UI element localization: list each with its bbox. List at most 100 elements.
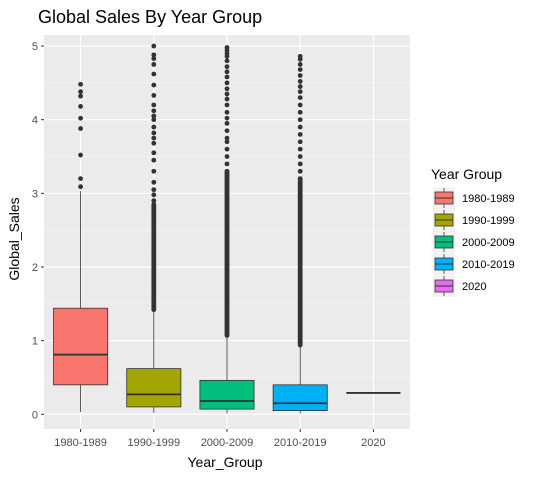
outlier-point — [151, 92, 157, 98]
outlier-point — [151, 187, 157, 193]
outlier-point — [224, 45, 230, 50]
outlier-point — [297, 154, 303, 159]
outlier-point — [224, 109, 230, 115]
legend-item-2020: 2020 — [433, 275, 486, 297]
y-tick-label: 1 — [32, 336, 38, 348]
outlier-point — [151, 179, 157, 185]
outlier-point — [78, 152, 83, 158]
outlier-point — [297, 132, 303, 137]
box-2000-2009 — [199, 45, 255, 414]
y-axis: 0 1 2 3 4 5 — [32, 41, 44, 421]
y-tick-label: 0 — [32, 409, 38, 421]
y-tick-label: 2 — [32, 262, 38, 274]
legend-label: 2010-2019 — [462, 259, 515, 271]
outlier-point — [78, 93, 83, 99]
x-tick-label: 2010-2019 — [274, 437, 327, 449]
x-tick-label: 2020 — [361, 437, 385, 449]
outlier-point — [151, 113, 157, 119]
outlier-point — [297, 102, 303, 108]
legend-label: 1990-1999 — [462, 215, 515, 227]
outlier-point — [151, 150, 157, 156]
outlier-point — [151, 82, 157, 88]
y-tick-label: 4 — [32, 115, 38, 127]
x-tick-label: 1990-1999 — [127, 437, 180, 449]
box-body — [126, 368, 182, 408]
y-tick-label: 3 — [32, 188, 38, 200]
x-axis-title: Year_Group — [188, 454, 263, 470]
x-axis: 1980-1989 1990-1999 2000-2009 2010-2019 2020 — [54, 429, 386, 449]
outlier-point — [297, 67, 303, 73]
outlier-point — [151, 124, 157, 130]
outlier-point — [224, 139, 230, 145]
box-1990-1999 — [126, 43, 182, 413]
legend-item-2000-2009: 2000-2009 — [433, 231, 515, 253]
outlier-point — [78, 81, 83, 87]
outlier-point — [297, 139, 303, 145]
outlier-point — [297, 124, 303, 130]
box-body — [53, 307, 109, 386]
outlier-point — [224, 161, 230, 167]
x-tick-label: 1980-1989 — [54, 437, 107, 449]
chart-title: Global Sales By Year Group — [38, 7, 262, 27]
outlier-point — [297, 95, 303, 100]
outlier-point — [224, 91, 230, 97]
outlier-point — [151, 130, 157, 136]
outlier-point — [78, 184, 83, 190]
outlier-point — [224, 135, 230, 141]
outlier-point — [224, 80, 230, 86]
legend-title: Year Group — [431, 166, 502, 182]
x-tick-label: 2000-2009 — [201, 437, 254, 449]
legend-label: 2000-2009 — [462, 237, 515, 249]
legend-item-1990-1999: 1990-1999 — [433, 209, 515, 231]
outlier-point — [297, 161, 303, 167]
outlier-point — [78, 176, 83, 182]
outlier-point — [151, 192, 157, 198]
outlier-point — [224, 128, 230, 134]
outlier-point — [224, 120, 230, 126]
outlier-point — [297, 78, 303, 84]
outlier-point — [224, 86, 230, 92]
outlier-point — [151, 102, 157, 108]
outlier-point — [151, 62, 157, 67]
outlier-point — [297, 146, 303, 152]
outlier-point — [78, 115, 83, 121]
legend: Year Group 1980-1989 1990-1999 2000-2009 20… — [431, 166, 515, 297]
box-1980-1989 — [53, 81, 109, 413]
legend-item-2010-2019: 2010-2019 — [433, 253, 515, 275]
outlier-point — [78, 89, 83, 95]
outlier-point — [224, 64, 230, 70]
outlier-point — [151, 201, 157, 207]
outlier-point — [297, 53, 303, 59]
outlier-point — [151, 168, 157, 174]
outlier-point — [297, 84, 303, 89]
outlier-point — [78, 126, 83, 131]
outlier-point — [224, 154, 230, 159]
outlier-point — [297, 109, 303, 115]
box-2010-2019 — [272, 53, 328, 414]
outlier-point — [224, 96, 230, 102]
outlier-point — [224, 69, 230, 75]
plot-panel — [44, 35, 410, 429]
outlier-point — [151, 135, 157, 141]
outlier-point — [224, 115, 230, 121]
outlier-point — [297, 62, 303, 67]
y-tick-label: 5 — [32, 41, 38, 53]
outlier-point — [224, 102, 230, 108]
y-axis-title: Global_Sales — [6, 197, 22, 280]
outlier-point — [297, 89, 303, 95]
outlier-point — [151, 52, 157, 58]
outlier-point — [151, 56, 157, 61]
legend-item-1980-1989: 1980-1989 — [433, 187, 515, 209]
outlier-point — [151, 140, 157, 146]
outlier-point — [224, 146, 230, 152]
outlier-point — [151, 157, 157, 163]
legend-label: 1980-1989 — [462, 193, 515, 205]
outlier-point — [224, 168, 230, 174]
legend-label: 2020 — [462, 281, 486, 293]
outlier-point — [297, 168, 303, 174]
box-body — [272, 384, 328, 411]
outlier-point — [78, 104, 83, 109]
outlier-point — [151, 108, 157, 114]
outlier-point — [224, 74, 230, 80]
